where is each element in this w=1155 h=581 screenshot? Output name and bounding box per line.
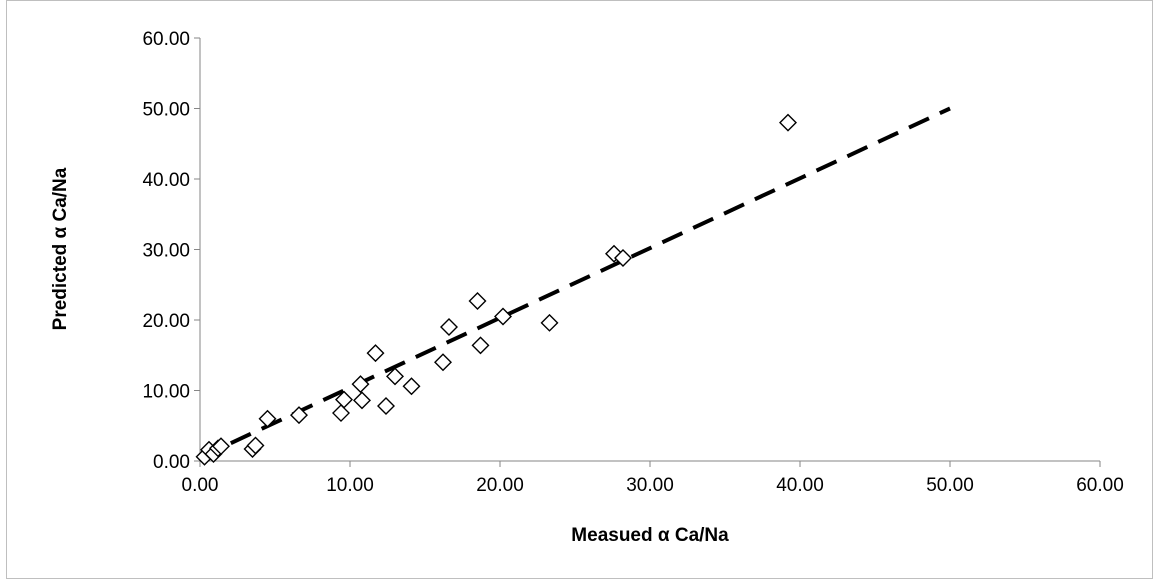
data-point (440, 318, 458, 337)
x-tick-label: 10.00 (326, 475, 374, 496)
data-point (366, 344, 385, 363)
data-point (494, 307, 512, 326)
data-point (614, 248, 632, 267)
y-tick-label: 30.00 (142, 241, 190, 262)
data-point (246, 436, 265, 455)
trend-line (199, 106, 951, 460)
x-tick-label: 20.00 (476, 475, 524, 496)
data-point (377, 397, 395, 415)
chart-frame (6, 0, 1153, 579)
y-tick-label: 60.00 (142, 29, 190, 50)
data-point (353, 391, 371, 410)
data-point (468, 291, 487, 310)
data-point (386, 367, 404, 386)
x-axis-title: Measued α Ca/Na (571, 525, 729, 546)
x-ticks: 0.00 10.00 20.00 30.00 40.00 50.00 60.00 (182, 461, 1124, 496)
data-points (195, 113, 797, 466)
data-point (434, 353, 452, 372)
data-point (402, 377, 421, 396)
data-point (605, 244, 623, 263)
x-tick-label: 30.00 (626, 475, 674, 496)
x-tick-label: 50.00 (926, 475, 974, 496)
y-tick-label: 50.00 (142, 100, 190, 121)
data-point (332, 404, 350, 423)
y-axis-title: Predicted α Ca/Na (50, 167, 71, 330)
x-tick-label: 60.00 (1076, 475, 1124, 496)
data-point (351, 375, 370, 394)
data-point (335, 390, 353, 409)
data-point (290, 406, 308, 425)
x-tick-label: 40.00 (776, 475, 824, 496)
data-point (540, 313, 559, 332)
data-point (258, 409, 277, 428)
y-tick-label: 10.00 (142, 382, 190, 403)
plot-area: 0.00 10.00 20.00 30.00 40.00 50.00 60.00 0.00 1… (142, 29, 1123, 496)
y-ticks: 0.00 10.00 20.00 30.00 40.00 50.00 60.00 (142, 29, 200, 473)
x-tick-label: 0.00 (182, 475, 219, 496)
data-point (212, 437, 230, 456)
y-tick-label: 20.00 (142, 311, 190, 332)
y-tick-label: 40.00 (142, 170, 190, 191)
data-point (471, 336, 490, 355)
y-tick-label: 0.00 (153, 452, 190, 473)
data-point (779, 113, 797, 132)
